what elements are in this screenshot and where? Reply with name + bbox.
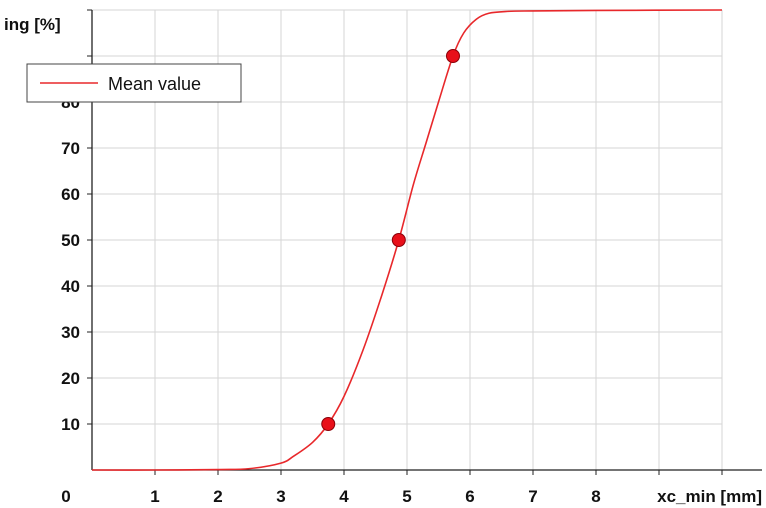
x-tick-label-4: 4 <box>339 487 349 506</box>
y-axis-title: ing [%] <box>4 15 61 34</box>
y-tick-label-40: 40 <box>61 277 80 296</box>
y-tick-label-70: 70 <box>61 139 80 158</box>
x-tick-label-2: 2 <box>213 487 222 506</box>
x-axis-title: xc_min [mm] <box>657 487 762 506</box>
x-tick-label-3: 3 <box>276 487 285 506</box>
y-tick-label-60: 60 <box>61 185 80 204</box>
x-tick-label-1: 1 <box>150 487 159 506</box>
tick-labels: 123456781020304050607080 <box>61 93 601 506</box>
x-tick-label-7: 7 <box>528 487 537 506</box>
marker-layer <box>321 49 460 431</box>
data-point-3 <box>445 49 460 63</box>
y-tick-label-20: 20 <box>61 369 80 388</box>
y-tick-label-10: 10 <box>61 415 80 434</box>
data-point-2 <box>391 233 406 247</box>
grid <box>92 9 723 470</box>
data-point-1 <box>321 417 336 431</box>
legend-label-mean-value: Mean value <box>108 74 201 94</box>
x-tick-label-6: 6 <box>465 487 474 506</box>
series-layer <box>91 9 723 471</box>
x-tick-label-8: 8 <box>591 487 600 506</box>
series-line-mean-value <box>91 9 723 471</box>
x-origin-label: 0 <box>61 487 70 506</box>
x-tick-label-5: 5 <box>402 487 411 506</box>
y-tick-label-50: 50 <box>61 231 80 250</box>
legend: Mean value <box>26 63 242 103</box>
y-tick-label-30: 30 <box>61 323 80 342</box>
